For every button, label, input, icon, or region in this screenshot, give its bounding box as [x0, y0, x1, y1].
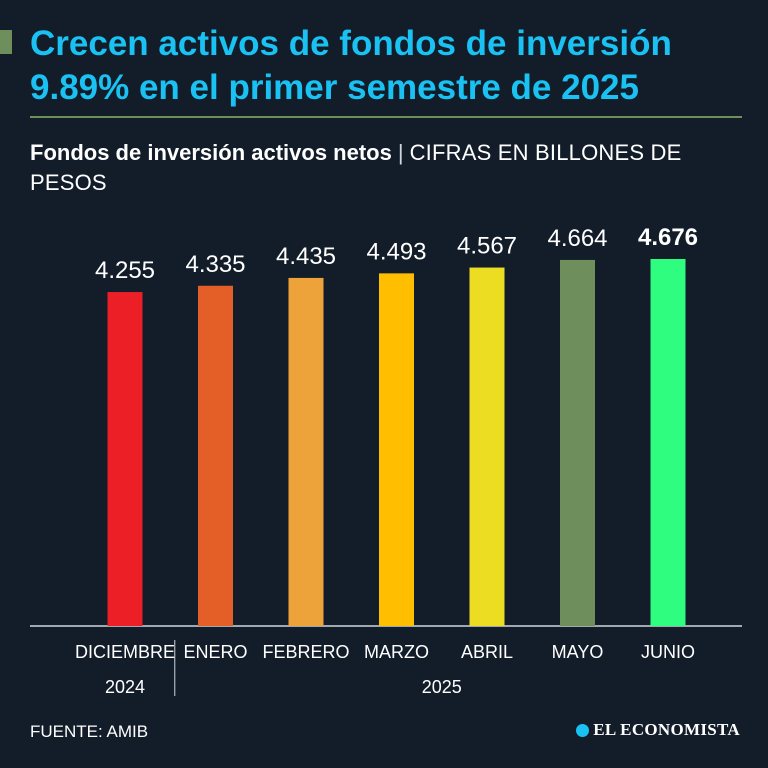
- logo-text: EL ECONOMISTA: [593, 720, 740, 739]
- logo-icon: [576, 723, 590, 737]
- data-label-diciembre: 4.255: [95, 257, 155, 284]
- data-label-febrero: 4.435: [276, 243, 336, 270]
- x-tick-label-junio: JUNIO: [641, 642, 695, 662]
- x-tick-label-diciembre: DICIEMBRE: [75, 642, 175, 662]
- source-note: FUENTE: AMIB: [30, 722, 149, 741]
- data-label-enero: 4.335: [185, 251, 245, 278]
- bar-abril: [469, 267, 505, 626]
- title-accent-marker: [0, 30, 12, 54]
- title-divider: [30, 116, 742, 118]
- data-label-abril: 4.567: [457, 233, 517, 260]
- x-tick-label-marzo: MARZO: [364, 642, 429, 662]
- bar-febrero: [288, 277, 324, 626]
- subtitle-separator: |: [397, 140, 404, 165]
- data-label-marzo: 4.493: [366, 238, 426, 265]
- subtitle-main: Fondos de inversión activos netos: [30, 140, 392, 165]
- data-label-mayo: 4.664: [547, 225, 607, 252]
- chart-subtitle: Fondos de inversión activos netos | CIFRAS…: [30, 138, 750, 198]
- x-tick-label-abril: ABRIL: [461, 642, 513, 662]
- bar-diciembre: [107, 292, 143, 626]
- year-label-2024: 2024: [105, 677, 145, 697]
- publisher-logo: EL ECONOMISTA: [576, 720, 740, 740]
- bar-enero: [198, 285, 233, 626]
- bar-mayo: [560, 259, 595, 626]
- year-label-2025: 2025: [422, 677, 462, 697]
- page-title: Crecen activos de fondos de inversión 9.…: [30, 24, 672, 107]
- subtitle-units: CIFRAS EN BILLONES DE PESOS: [30, 140, 682, 195]
- x-tick-label-enero: ENERO: [183, 642, 247, 662]
- bar-marzo: [379, 273, 414, 626]
- x-tick-label-mayo: MAYO: [552, 642, 604, 662]
- data-label-junio: 4.676: [638, 224, 698, 251]
- bar-junio: [650, 259, 686, 626]
- x-tick-label-febrero: FEBRERO: [262, 642, 349, 662]
